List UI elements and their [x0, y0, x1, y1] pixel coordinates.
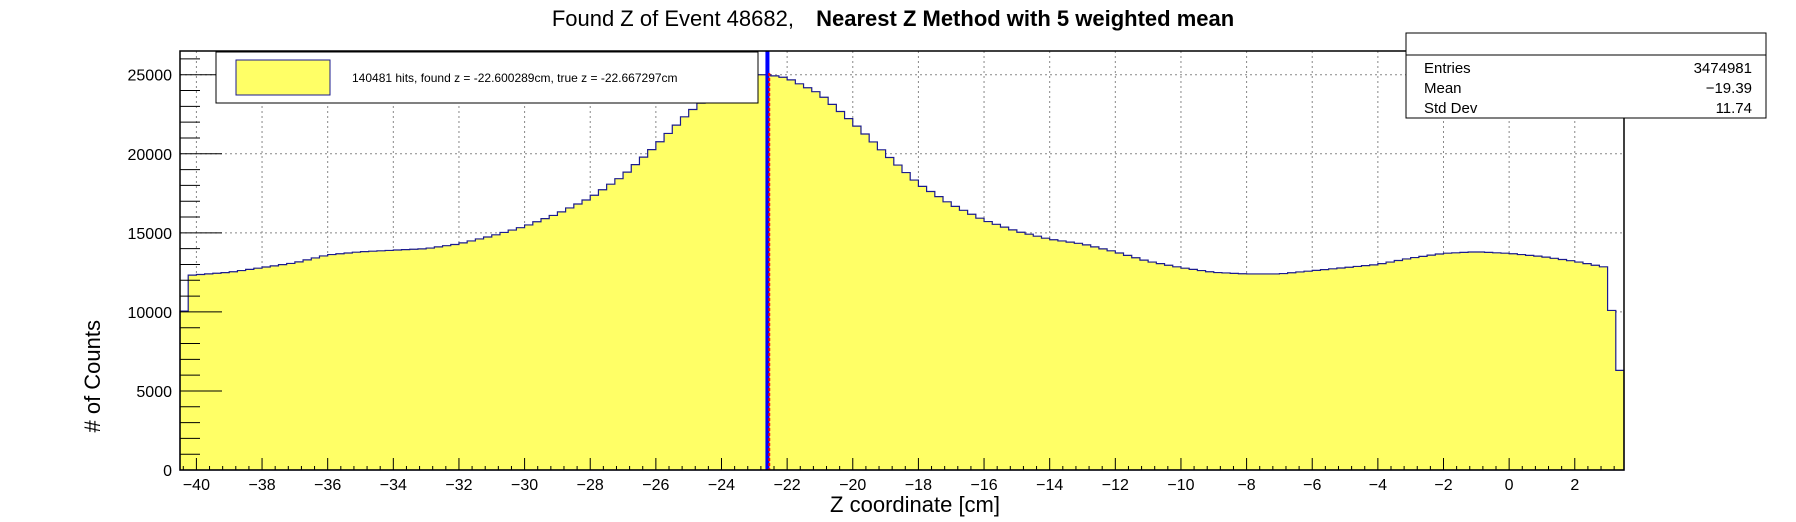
stats-box: Entries 3474981 Mean −19.39 Std Dev 11.7… [1405, 32, 1767, 119]
x-tick-label: −12 [1102, 477, 1129, 494]
stats-entries-label: Entries [1424, 60, 1471, 77]
x-tick-label: −16 [970, 477, 997, 494]
legend-label: 140481 hits, found z = -22.600289cm, tru… [352, 71, 678, 85]
stats-mean-value: −19.39 [1706, 80, 1752, 97]
x-tick-label: −6 [1303, 477, 1321, 494]
histogram-bars [179, 74, 1625, 471]
stats-stddev-value: 11.74 [1716, 100, 1752, 117]
axes: −40 −38 −36 −34 −32 −30 −28 −26 −24 −22 −20 −18 −16−… [128, 58, 1615, 494]
x-tick-label: −10 [1167, 477, 1194, 494]
x-tick-label: −32 [445, 477, 472, 494]
chart-title-plain: Found Z of Event 48682, [552, 6, 794, 31]
x-tick-label: −20 [839, 477, 866, 494]
stats-entries-value: 3474981 [1694, 60, 1752, 77]
z-markers [765, 51, 771, 470]
legend-swatch [235, 59, 331, 96]
x-tick-label: −4 [1369, 477, 1387, 494]
legend: 140481 hits, found z = -22.600289cm, tru… [215, 51, 759, 104]
stats-stddev-label: Std Dev [1424, 100, 1478, 117]
x-axis-title: Z coordinate [cm] [830, 492, 1000, 517]
chart-title-bold: Nearest Z Method with 5 weighted mean [816, 6, 1234, 31]
stats-frame [1405, 32, 1767, 119]
x-tick-label: −36 [314, 477, 341, 494]
y-tick-label: 10000 [128, 305, 173, 322]
y-tick-label: 15000 [128, 226, 173, 243]
y-tick-label: 25000 [128, 68, 173, 85]
y-tick-label: 20000 [128, 147, 173, 164]
x-tick-label: −34 [380, 477, 407, 494]
x-tick-label: −8 [1237, 477, 1255, 494]
stats-mean-label: Mean [1424, 80, 1462, 97]
plot-frame [179, 50, 1625, 471]
y-axis-title: # of Counts [80, 320, 105, 433]
y-tick-label: 0 [163, 463, 172, 480]
x-tick-label: −14 [1036, 477, 1063, 494]
x-tick-label: −2 [1434, 477, 1452, 494]
x-tick-label: −38 [248, 477, 275, 494]
x-tick-label: −24 [708, 477, 735, 494]
x-tick-label: −40 [183, 477, 210, 494]
chart-title: Found Z of Event 48682, Nearest Z Method… [552, 6, 1234, 31]
x-tick-label: −22 [774, 477, 801, 494]
x-tick-label: −18 [905, 477, 932, 494]
x-tick-label: −28 [577, 477, 604, 494]
x-tick-label: 2 [1570, 477, 1579, 494]
x-tick-label: −26 [642, 477, 669, 494]
histogram-fill [179, 74, 1625, 471]
x-tick-label: −30 [511, 477, 538, 494]
x-tick-label: 0 [1505, 477, 1514, 494]
y-tick-label: 5000 [136, 384, 172, 401]
